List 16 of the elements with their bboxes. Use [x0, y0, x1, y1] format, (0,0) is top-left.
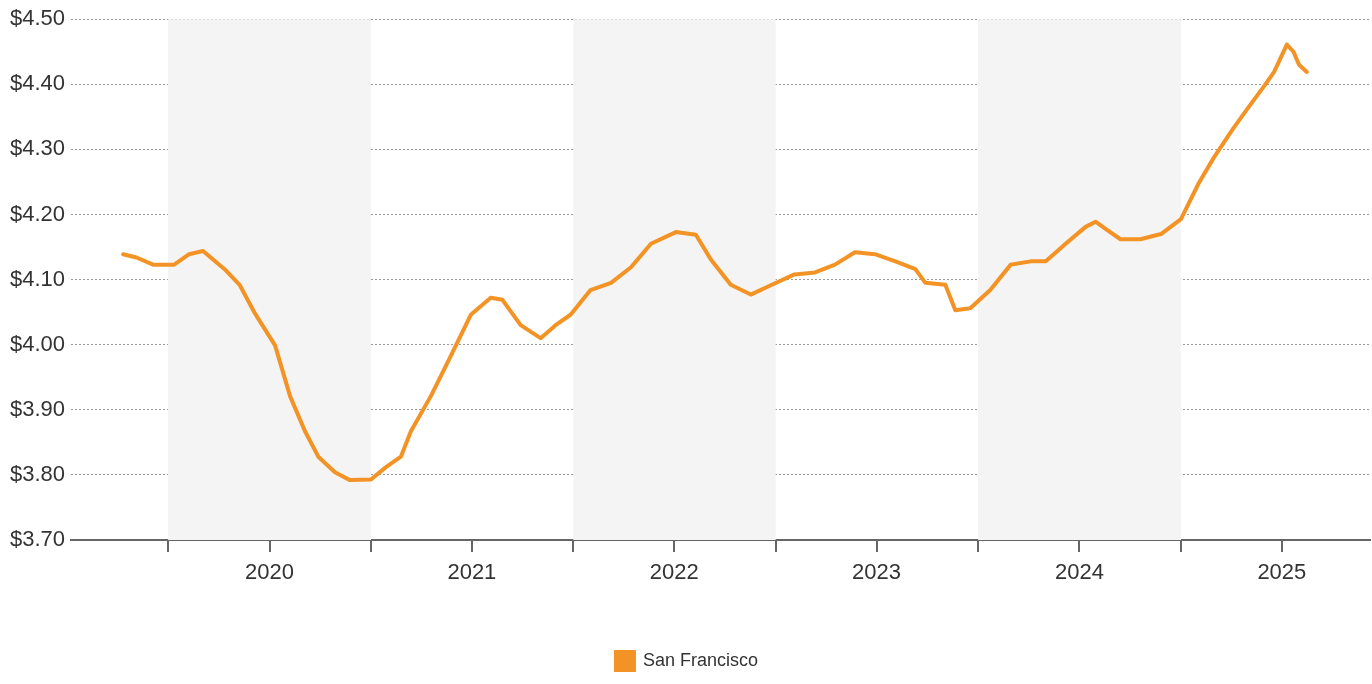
y-tick-label: $4.30 [9, 135, 66, 161]
y-tick-label: $4.50 [9, 5, 66, 31]
x-tick-label: 2024 [1055, 559, 1104, 585]
y-tick-label: $3.70 [9, 526, 66, 552]
x-tick-label: 2025 [1257, 559, 1307, 585]
x-tick-label: 2020 [245, 559, 294, 585]
x-tick-label: 2022 [649, 559, 699, 585]
y-tick-label: $4.20 [9, 200, 66, 226]
y-tick-label: $4.10 [9, 265, 66, 291]
y-tick-label: $4.00 [9, 330, 66, 356]
x-tick-label: 2023 [852, 559, 902, 585]
y-tick-label: $4.40 [9, 70, 66, 96]
y-tick-label: $3.80 [9, 460, 66, 486]
x-tick-label: 2021 [447, 559, 497, 585]
y-tick-label: $3.90 [9, 395, 66, 421]
legend-label: San Francisco [642, 649, 759, 670]
